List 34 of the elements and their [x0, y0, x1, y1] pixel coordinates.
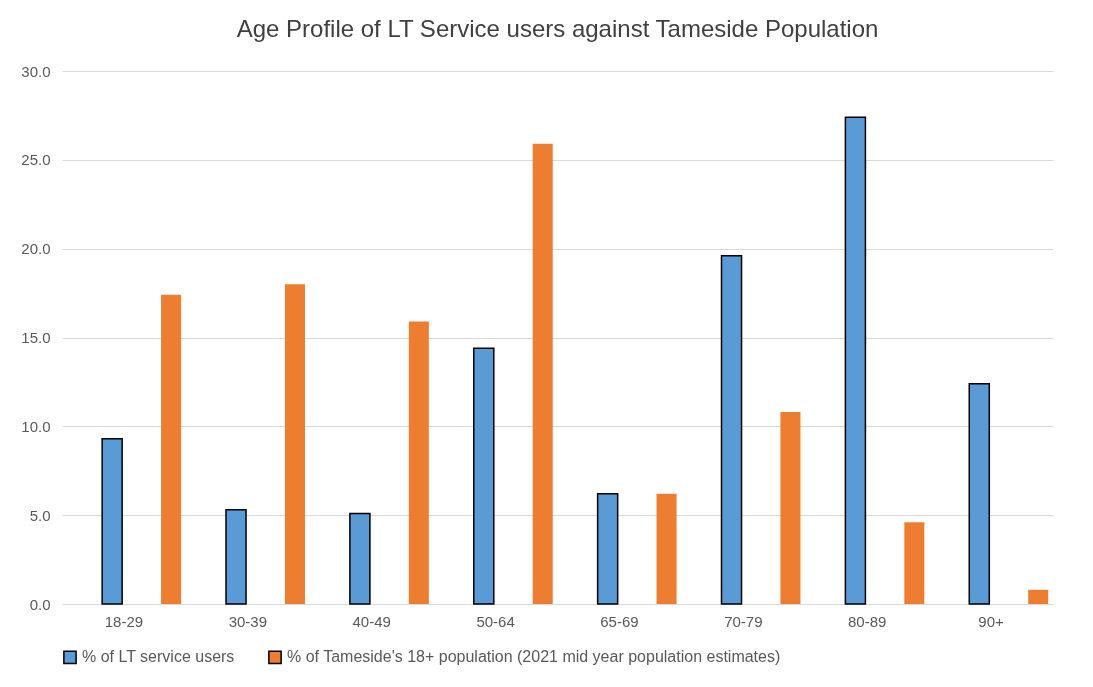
bar	[904, 522, 925, 604]
y-tick-label: 0.0	[29, 595, 51, 613]
bar	[780, 412, 801, 604]
legend-label: % of LT service users	[82, 648, 235, 666]
y-tick-label: 30.0	[21, 62, 51, 80]
bar	[596, 493, 619, 605]
bar	[284, 284, 305, 604]
bar	[844, 116, 867, 605]
y-tick-label: 10.0	[21, 417, 51, 435]
x-tick-label: 40-49	[352, 612, 391, 630]
bar	[101, 438, 123, 605]
y-tick-label: 25.0	[21, 151, 51, 169]
x-tick-label: 80-89	[848, 612, 887, 630]
bar	[408, 321, 429, 604]
x-tick-label: 18-29	[104, 612, 144, 630]
x-tick-label: 65-69	[600, 612, 639, 630]
x-tick-label: 90+	[978, 612, 1005, 630]
bar	[968, 382, 991, 605]
bar	[656, 493, 677, 604]
legend-label: % of Tameside's 18+ population (2021 mid year population estimates)	[287, 648, 781, 666]
y-tick-label: 20.0	[21, 240, 51, 258]
chart-title: Age Profile of LT Service users against Tameside Population	[236, 15, 879, 42]
y-tick-label: 15.0	[21, 329, 51, 346]
bar	[349, 512, 371, 605]
bar	[161, 294, 182, 604]
y-tick-label: 5.0	[29, 506, 51, 524]
bar	[225, 509, 247, 605]
bar	[720, 255, 743, 605]
bar	[532, 143, 553, 604]
bar	[473, 347, 495, 605]
x-tick-label: 50-64	[476, 612, 515, 630]
x-tick-label: 30-39	[228, 612, 267, 630]
x-tick-label: 70-79	[724, 612, 763, 630]
bar	[1028, 589, 1049, 604]
